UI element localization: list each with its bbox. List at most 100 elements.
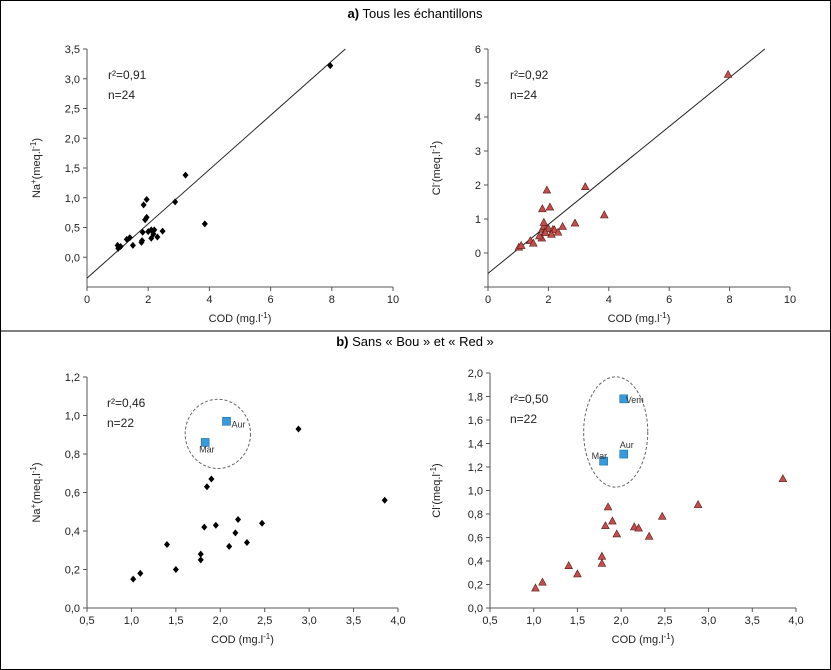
data-point [114,241,121,249]
data-point [130,575,137,583]
x-tick-label: 6 [268,294,274,306]
chart-b-sodium: 0,0 0,2 0,4 0,6 0,8 1,0 1,2 0,5 1,0 1,5 2,0 2,5 3,0 3… [29,372,406,646]
data-point [163,540,170,548]
highlighted-point [619,449,629,459]
x-tick-label: 4,0 [390,615,405,627]
x-tick-label: 2,0 [613,615,628,627]
r2-label: r²=0,46 [107,396,146,410]
y-tick-label: 5 [475,78,481,90]
data-point [535,231,544,240]
y-axis-label-end: ) [31,138,43,142]
y-axis-label-mid: (meq.l [431,474,443,505]
y-tick-label: 0,0 [468,603,483,615]
data-point [197,550,204,558]
x-tick-label: 8 [329,294,335,306]
x-tick-label: 6 [666,294,672,306]
data-point [212,521,219,529]
x-axis-label-sup: -1 [261,311,269,320]
highlighted-point [599,456,608,466]
data-point [564,561,573,570]
point-label: Vem [626,395,644,405]
x-tick-label: 0,5 [79,615,94,627]
n-label: n=24 [108,88,135,102]
y-axis-label-text: Cl [431,507,443,517]
chart-a-sodium: 0,0 0,5 1,0 1,5 2,0 2,5 3,0 3,5 0 2 4 6 8 10 COD (mg.l… [29,44,399,325]
highlighted-point [619,394,629,404]
x-tick-label: 1,0 [526,615,541,627]
x-tick-label: 2,0 [213,615,228,627]
x-tick-label: 10 [784,294,796,306]
data-point [597,551,607,560]
y-axis-label: Na+(meq.l-1) [29,138,43,198]
x-tick-label: 2,5 [257,615,272,627]
x-axis-label-text: COD (mg.l [612,634,664,646]
data-point [528,238,538,247]
y-tick-label: 1,8 [468,392,483,404]
data-point [599,210,609,219]
point-label: Mar [199,444,215,454]
x-tick-label: 1,0 [124,615,139,627]
x-tick-label: 8 [727,294,733,306]
data-point [208,475,215,483]
y-axis-label-sup1: - [429,182,438,185]
y-tick-label: 1,5 [65,163,80,175]
data-point [381,496,388,504]
data-point [143,213,150,221]
x-axis-label-text: COD (mg.l [209,313,261,325]
data-point [232,529,239,537]
y-axis-label-sup2: -1 [429,144,438,152]
y-axis-label: Na+(meq.l-1) [29,462,43,522]
data-point [538,577,547,586]
chart-b-chloride: 0,0 0,2 0,4 0,6 0,8 1,0 1,2 1,4 1,6 1,8 2,0 0,5 1,0 1… [429,368,804,646]
y-tick-label: 0 [475,248,481,260]
y-tick-label: 6 [475,44,481,56]
y-axis-label-sup2: -1 [29,466,38,474]
data-point [203,483,210,491]
data-point [558,221,567,230]
x-tick-label: 4 [606,294,612,306]
y-axis-label-mid: (meq.l [31,473,43,504]
x-tick-label: 1,5 [570,615,585,627]
x-tick-label: 10 [387,294,399,306]
data-point [327,62,334,70]
y-axis-label-end: ) [431,141,443,145]
section-b-title: b) Sans « Bou » et « Red » [336,334,494,349]
highlight-ellipse [184,398,252,469]
y-tick-label: 1,0 [65,411,80,423]
data-point [608,516,617,525]
x-tick-label: 2 [145,294,151,306]
x-axis-label: COD (mg.l-1) [209,311,272,325]
data-point [140,201,147,209]
x-axis-label-sup: -1 [660,311,668,320]
y-tick-label: 0,8 [65,449,80,461]
data-point [148,226,155,234]
y-tick-label: 2,0 [468,368,483,380]
n-label: n=24 [510,88,537,102]
data-point [580,182,590,190]
x-axis-label-sup: -1 [263,632,271,641]
highlighted-point [222,416,231,426]
y-axis-label-text: Na [31,508,43,523]
data-point [259,519,266,527]
data-point [137,569,144,577]
x-axis-label: COD (mg.l-1) [211,632,274,646]
y-axis-label-sup2: -1 [429,466,438,474]
data-point [151,226,158,234]
x-tick-label: 1,5 [168,615,183,627]
x-tick-label: 4 [206,294,212,306]
y-axis-label-mid: (meq.l [431,152,443,183]
y-tick-label: 4 [475,112,481,124]
data-point [542,185,552,194]
data-point [129,241,136,249]
y-tick-label: 0,8 [468,509,483,521]
x-tick-label: 0 [84,294,90,306]
y-axis-label-mid: (meq.l [31,149,43,180]
data-point [139,228,146,236]
data-point [243,539,250,547]
r2-label: r²=0,91 [108,68,147,82]
data-point [539,217,549,226]
y-tick-label: 1,4 [468,439,483,451]
data-point [547,229,556,238]
